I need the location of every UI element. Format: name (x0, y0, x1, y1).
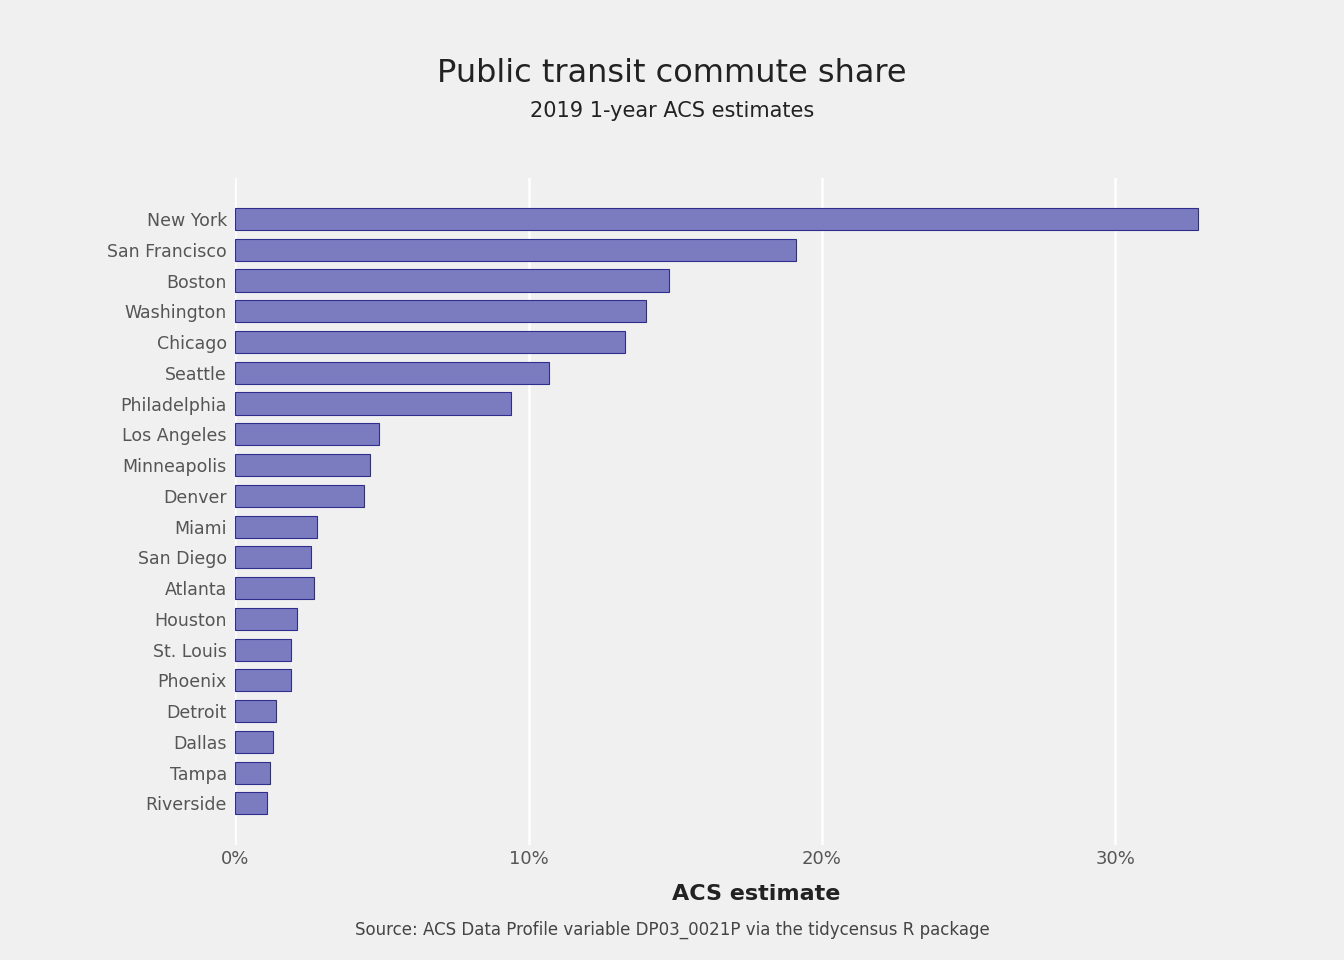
Bar (235, 761, 270, 783)
Bar (235, 423, 379, 445)
Bar (235, 638, 290, 660)
Bar (235, 485, 364, 507)
Bar (235, 239, 796, 261)
Text: 2019 1-year ACS estimates: 2019 1-year ACS estimates (530, 101, 814, 121)
Bar (235, 270, 669, 292)
Bar (235, 208, 1198, 230)
Bar (235, 608, 297, 630)
Bar (235, 546, 312, 568)
Bar (235, 331, 625, 353)
Bar (235, 731, 273, 753)
X-axis label: ACS estimate: ACS estimate (672, 884, 840, 904)
Text: Source: ACS Data Profile variable DP03_0021P via the tidycensus R package: Source: ACS Data Profile variable DP03_0… (355, 921, 989, 939)
Bar (235, 577, 314, 599)
Bar (235, 393, 511, 415)
Bar (235, 454, 370, 476)
Bar (235, 516, 317, 538)
Bar (235, 792, 267, 814)
Bar (235, 300, 646, 323)
Bar (235, 700, 277, 722)
Text: Public transit commute share: Public transit commute share (437, 58, 907, 88)
Bar (235, 669, 290, 691)
Bar (235, 362, 550, 384)
